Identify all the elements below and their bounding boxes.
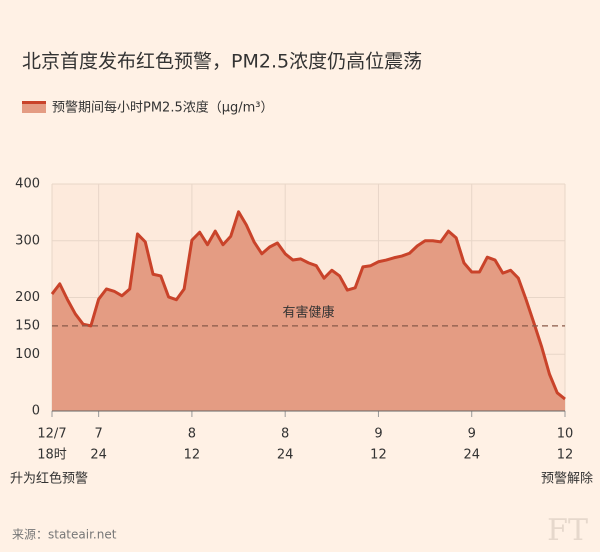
x-tick-label: 8 xyxy=(188,427,196,442)
line xyxy=(50,210,566,401)
source: 来源：stateair.net xyxy=(12,528,117,542)
legend-swatch-line xyxy=(22,101,46,104)
x-tick-label: 9 xyxy=(468,427,476,442)
reference-tick-label: 150 xyxy=(15,318,40,333)
y-tick-label: 200 xyxy=(15,290,40,305)
annotation: 预警解除 xyxy=(541,471,593,487)
legend-label: 预警期间每小时PM2.5浓度（μg/m³） xyxy=(52,100,274,116)
area xyxy=(52,211,565,411)
y-tick-label: 0 xyxy=(32,404,40,419)
annotation: 升为红色预警 xyxy=(10,471,88,487)
x-tick-sublabel: 12 xyxy=(184,448,201,463)
x-tick-label: 8 xyxy=(281,427,289,442)
x-tick-sublabel: 18时 xyxy=(37,448,67,463)
x-tick-sublabel: 24 xyxy=(463,448,480,463)
x-tick-sublabel: 24 xyxy=(90,448,107,463)
y-tick-label: 100 xyxy=(15,347,40,362)
legend-swatch xyxy=(22,103,46,113)
x-tick-label: 9 xyxy=(374,427,382,442)
x-tick-sublabel: 12 xyxy=(370,448,387,463)
y-tick-label: 300 xyxy=(15,233,40,248)
reference-label: 有害健康 xyxy=(282,304,334,320)
x-tick-label: 7 xyxy=(94,427,102,442)
chart-title: 北京首度发布红色预警，PM2.5浓度仍高位震荡 xyxy=(22,51,422,73)
x-tick-label: 10 xyxy=(557,427,574,442)
logo: FT xyxy=(547,513,588,548)
x-tick-label: 12/7 xyxy=(37,427,66,442)
y-tick-label: 400 xyxy=(15,177,40,192)
x-tick-sublabel: 12 xyxy=(557,448,574,463)
x-tick-sublabel: 24 xyxy=(277,448,294,463)
